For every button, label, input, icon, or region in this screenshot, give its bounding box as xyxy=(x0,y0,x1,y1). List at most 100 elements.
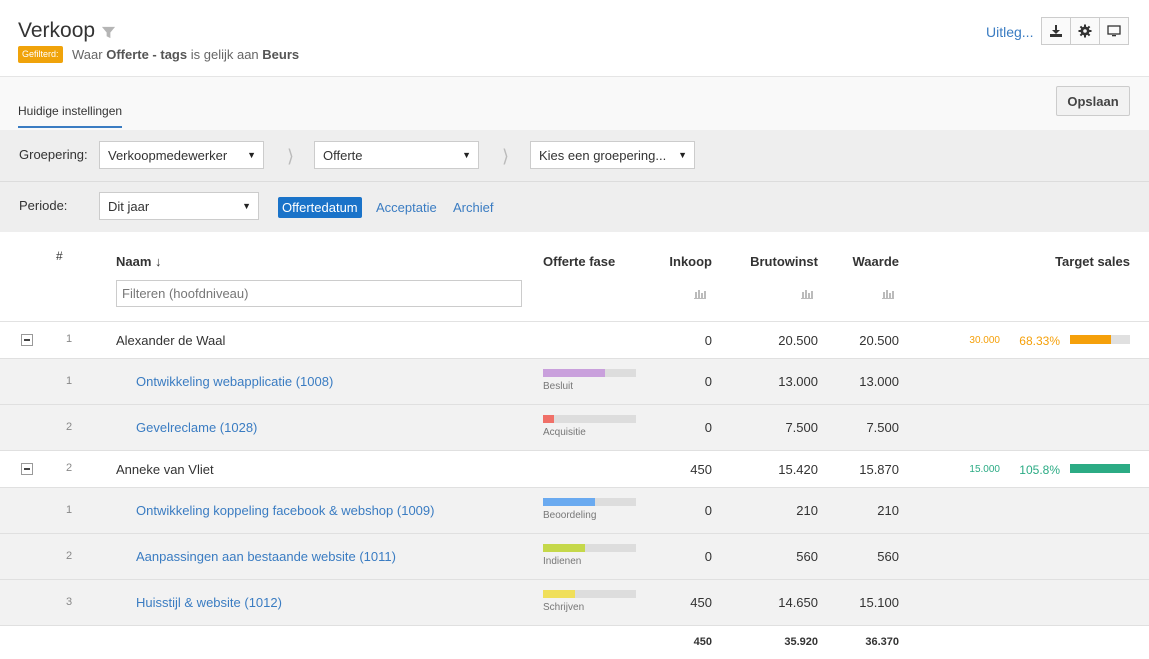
salesperson-name: Anneke van Vliet xyxy=(116,462,214,477)
row-index: 1 xyxy=(65,333,73,345)
bar-chart-icon[interactable] xyxy=(801,289,813,299)
row-index: 1 xyxy=(65,375,73,387)
grouping-select-1[interactable]: Verkoopmedewerker ▼ xyxy=(99,141,264,169)
table-row[interactable]: 2 Gevelreclame (1028) Acquisitie 0 7.500 7.50… xyxy=(0,405,1149,451)
cell-brutowinst: 15.420 xyxy=(778,462,818,477)
table-row[interactable]: 3 Huisstijl & website (1012) Schrijven 450 1… xyxy=(0,580,1149,626)
download-button[interactable] xyxy=(1041,17,1071,45)
quote-link[interactable]: Huisstijl & website (1012) xyxy=(136,595,282,610)
bar-chart-icon[interactable] xyxy=(882,289,894,299)
table-row[interactable]: 2 Aanpassingen aan bestaande website (101… xyxy=(0,534,1149,580)
chevron-down-icon: ▼ xyxy=(247,150,256,160)
table-row[interactable]: 1 Alexander de Waal 0 20.500 20.500 30.000 68.… xyxy=(0,322,1149,359)
phase-progress-bar xyxy=(543,369,636,377)
quote-link[interactable]: Ontwikkeling webapplicatie (1008) xyxy=(136,374,334,389)
column-header-waarde[interactable]: Waarde xyxy=(852,254,899,269)
save-button[interactable]: Opslaan xyxy=(1056,86,1130,116)
grouping-select-3[interactable]: Kies een groepering... ▼ xyxy=(530,141,695,169)
tab-current-settings[interactable]: Huidige instellingen xyxy=(18,104,123,128)
quote-link[interactable]: Ontwikkeling koppeling facebook & websho… xyxy=(136,503,435,518)
phase-label: Besluit xyxy=(543,381,574,392)
divider xyxy=(0,321,1149,322)
cell-waarde: 210 xyxy=(877,503,899,518)
column-header-brutowinst[interactable]: Brutowinst xyxy=(750,254,818,269)
column-header-phase[interactable]: Offerte fase xyxy=(543,254,616,269)
cell-waarde: 13.000 xyxy=(859,374,899,389)
page-title: Verkoop xyxy=(18,19,96,42)
row-index: 2 xyxy=(65,462,73,474)
table-row[interactable]: 1 Ontwikkeling koppeling facebook & websh… xyxy=(0,488,1149,534)
bar-chart-icon[interactable] xyxy=(694,289,706,299)
total-waarde: 36.370 xyxy=(865,636,899,648)
target-progress-fill xyxy=(1070,464,1130,473)
target-amount: 30.000 xyxy=(969,335,1000,346)
target-progress-bar xyxy=(1070,335,1130,344)
help-link[interactable]: Uitleg... xyxy=(986,24,1034,40)
chevron-down-icon: ▼ xyxy=(678,150,687,160)
settings-button[interactable] xyxy=(1070,17,1100,45)
phase-progress-fill xyxy=(543,590,575,598)
date-type-acceptatie[interactable]: Acceptatie xyxy=(376,200,437,215)
divider xyxy=(0,181,1149,182)
phase-progress-fill xyxy=(543,415,554,423)
chevron-down-icon: ▼ xyxy=(462,150,471,160)
cell-inkoop: 0 xyxy=(704,333,712,348)
quote-link[interactable]: Aanpassingen aan bestaande website (1011… xyxy=(136,549,396,564)
cell-inkoop: 450 xyxy=(690,462,712,477)
target-progress-bar xyxy=(1070,464,1130,473)
column-header-inkoop[interactable]: Inkoop xyxy=(669,254,712,269)
period-label: Periode: xyxy=(19,198,68,213)
target-percentage: 105.8% xyxy=(1019,463,1060,477)
cell-brutowinst: 20.500 xyxy=(778,333,818,348)
salesperson-name: Alexander de Waal xyxy=(116,333,226,348)
row-index: 2 xyxy=(65,421,73,433)
period-select[interactable]: Dit jaar ▼ xyxy=(99,192,259,220)
collapse-icon[interactable] xyxy=(21,334,33,346)
cell-brutowinst: 14.650 xyxy=(778,595,818,610)
gear-icon xyxy=(1078,24,1092,38)
grouping-select-2[interactable]: Offerte ▼ xyxy=(314,141,479,169)
presentation-button[interactable] xyxy=(1099,17,1129,45)
chevron-right-icon: ⟩ xyxy=(287,146,295,166)
download-icon xyxy=(1050,25,1062,37)
table-row[interactable]: 2 Anneke van Vliet 450 15.420 15.870 15.000 10… xyxy=(0,451,1149,488)
column-header-target-sales[interactable]: Target sales xyxy=(1055,254,1130,269)
total-brutowinst: 35.920 xyxy=(784,636,818,648)
target-percentage: 68.33% xyxy=(1019,334,1060,348)
row-index: 1 xyxy=(65,504,73,516)
phase-progress-bar xyxy=(543,544,636,552)
phase-progress-bar xyxy=(543,590,636,598)
phase-progress-fill xyxy=(543,544,585,552)
page-header: Verkoop Gefilterd: Waar Offerte - tags i… xyxy=(0,0,1149,77)
column-header-name[interactable]: Naam ↓ xyxy=(116,254,162,269)
collapse-icon[interactable] xyxy=(21,463,33,475)
name-filter-input[interactable] xyxy=(116,280,522,307)
total-inkoop: 450 xyxy=(693,636,712,648)
cell-waarde: 15.870 xyxy=(859,462,899,477)
row-index: 2 xyxy=(65,550,73,562)
monitor-icon xyxy=(1107,25,1121,37)
phase-progress-bar xyxy=(543,415,636,423)
table-row[interactable]: 1 Ontwikkeling webapplicatie (1008) Beslui… xyxy=(0,359,1149,405)
cell-inkoop: 0 xyxy=(704,503,712,518)
phase-label: Beoordeling xyxy=(543,510,597,521)
quote-link[interactable]: Gevelreclame (1028) xyxy=(136,420,258,435)
filter-icon[interactable] xyxy=(101,25,116,40)
target-progress-fill xyxy=(1070,335,1111,344)
date-type-offertedatum[interactable]: Offertedatum xyxy=(278,197,362,218)
cell-waarde: 560 xyxy=(877,549,899,564)
tab-bar: Huidige instellingen Opslaan xyxy=(0,77,1149,130)
column-header-index: # xyxy=(56,249,63,263)
phase-progress-fill xyxy=(543,369,605,377)
target-amount: 15.000 xyxy=(969,464,1000,475)
cell-inkoop: 0 xyxy=(704,549,712,564)
filter-description: Waar Offerte - tags is gelijk aan Beurs xyxy=(72,47,300,62)
cell-brutowinst: 7.500 xyxy=(785,420,818,435)
cell-brutowinst: 13.000 xyxy=(778,374,818,389)
phase-label: Indienen xyxy=(543,556,582,567)
date-type-archief[interactable]: Archief xyxy=(453,200,494,215)
cell-inkoop: 450 xyxy=(690,595,712,610)
cell-inkoop: 0 xyxy=(704,374,712,389)
cell-brutowinst: 210 xyxy=(796,503,818,518)
cell-waarde: 20.500 xyxy=(859,333,899,348)
